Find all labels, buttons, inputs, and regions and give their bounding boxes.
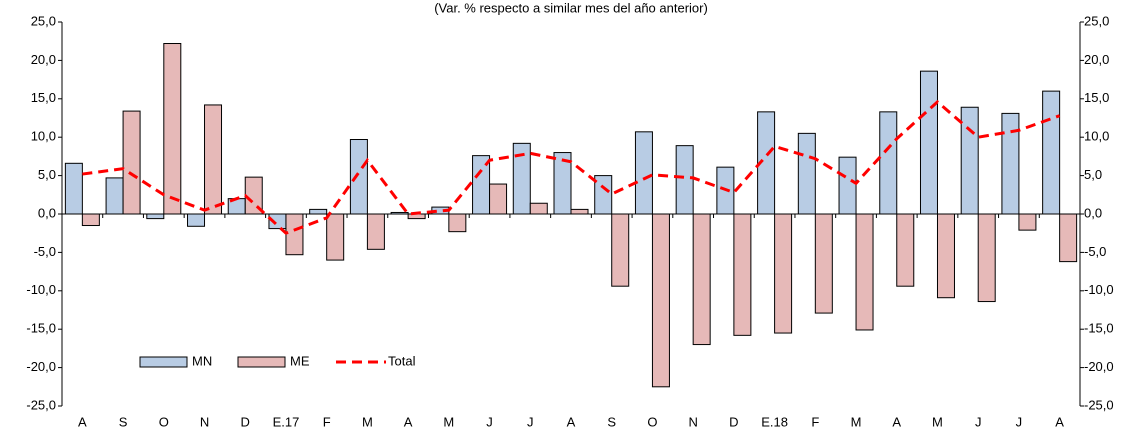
y-tick-label: -10,0	[26, 282, 56, 297]
bar	[309, 208, 328, 215]
bar	[366, 213, 385, 250]
y-tick-label: 10,0	[31, 129, 56, 144]
x-tick-label: J	[1016, 414, 1023, 429]
bar	[489, 183, 508, 215]
y2-tick-label: 0,0	[1084, 205, 1102, 220]
bar	[285, 213, 304, 256]
legend-label: MN	[192, 353, 212, 368]
bar	[448, 213, 467, 233]
bar	[553, 152, 572, 215]
y-tick-label: -20,0	[26, 359, 56, 374]
x-tick-label: N	[200, 414, 209, 429]
y2-tick-label: 5,0	[1084, 167, 1102, 182]
y2-tick-label: -20,0	[1084, 359, 1114, 374]
bar	[204, 104, 223, 215]
y2-tick-label: -15,0	[1084, 321, 1114, 336]
x-tick-label: A	[567, 414, 576, 429]
x-tick-label: J	[975, 414, 982, 429]
x-tick-label: O	[647, 414, 657, 429]
bar	[774, 213, 793, 334]
y-tick-label: 25,0	[31, 13, 56, 28]
y2-tick-label: 20,0	[1084, 52, 1109, 67]
bar	[879, 111, 898, 215]
x-tick-label: E.17	[273, 414, 300, 429]
bar	[146, 213, 165, 220]
x-tick-label: A	[78, 414, 87, 429]
bar	[855, 213, 874, 331]
x-tick-label: F	[323, 414, 331, 429]
bar	[611, 213, 630, 287]
x-tick-label: S	[607, 414, 616, 429]
bar	[64, 162, 83, 215]
x-tick-label: S	[119, 414, 128, 429]
bar	[390, 211, 409, 215]
x-tick-label: J	[486, 414, 493, 429]
x-tick-label: D	[729, 414, 738, 429]
bar	[326, 213, 345, 261]
legend-swatch	[139, 356, 188, 368]
legend-label: ME	[290, 353, 310, 368]
line	[82, 99, 1061, 235]
y-tick-label: 5,0	[38, 167, 56, 182]
y-tick-label: -25,0	[26, 397, 56, 412]
x-tick-label: E.18	[761, 414, 788, 429]
y2-tick-label: 15,0	[1084, 90, 1109, 105]
x-tick-label: M	[932, 414, 943, 429]
bar	[634, 131, 653, 215]
bar	[1018, 213, 1037, 231]
legend-swatch	[237, 356, 286, 368]
x-tick-label: J	[527, 414, 534, 429]
bar	[797, 132, 816, 215]
y2-tick-label: -5,0	[1084, 244, 1106, 259]
bar	[757, 111, 776, 215]
bar	[919, 70, 938, 215]
bar	[733, 213, 752, 336]
bar	[512, 142, 531, 215]
y2-tick-label: -10,0	[1084, 282, 1114, 297]
bar	[122, 110, 141, 215]
y2-tick-label: 10,0	[1084, 129, 1109, 144]
x-tick-label: O	[159, 414, 169, 429]
bar	[1059, 213, 1078, 263]
y-tick-label: 15,0	[31, 90, 56, 105]
bar	[105, 177, 124, 215]
bar	[1042, 90, 1061, 215]
x-tick-label: M	[443, 414, 454, 429]
bar	[81, 213, 100, 227]
x-tick-label: N	[688, 414, 697, 429]
legend-label: Total	[388, 353, 416, 368]
bar	[838, 156, 857, 215]
y-tick-label: -5,0	[34, 244, 56, 259]
y2-tick-label: 25,0	[1084, 13, 1109, 28]
bar	[692, 213, 711, 346]
y-tick-label: -15,0	[26, 321, 56, 336]
x-tick-label: A	[404, 414, 413, 429]
x-tick-label: M	[362, 414, 373, 429]
bar	[675, 145, 694, 215]
x-tick-label: M	[851, 414, 862, 429]
y-tick-label: 20,0	[31, 52, 56, 67]
bar	[187, 213, 206, 227]
bar	[529, 202, 548, 215]
bar	[163, 43, 182, 215]
y-tick-label: 0,0	[38, 205, 56, 220]
bar	[570, 208, 589, 215]
bar	[651, 213, 670, 388]
bar	[977, 213, 996, 303]
x-tick-label: A	[892, 414, 901, 429]
chart-subtitle: (Var. % respecto a similar mes del año a…	[434, 0, 708, 15]
bar	[814, 213, 833, 314]
bar	[936, 213, 955, 299]
y2-tick-label: -25,0	[1084, 397, 1114, 412]
x-tick-label: F	[811, 414, 819, 429]
x-tick-label: D	[241, 414, 250, 429]
bar	[1001, 112, 1020, 215]
bar	[349, 139, 368, 215]
bar	[896, 213, 915, 287]
bar	[594, 175, 613, 215]
bar	[960, 106, 979, 215]
x-tick-label: A	[1055, 414, 1064, 429]
